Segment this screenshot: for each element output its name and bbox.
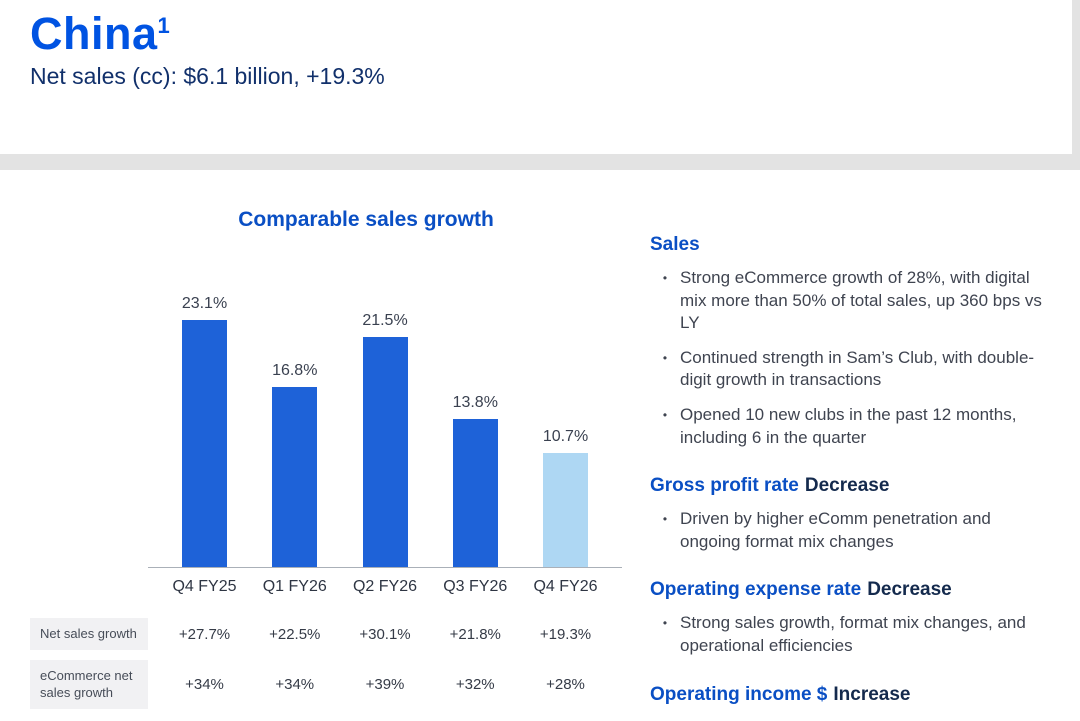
page-subtitle: Net sales (cc): $6.1 billion, +19.3%	[30, 63, 385, 90]
bar-column: 21.5%	[343, 312, 428, 567]
detail-section: Operating expense rate Decrease • Strong sa…	[650, 579, 1054, 657]
bar-column: 16.8%	[252, 362, 337, 567]
section-heading-text: Operating income $	[650, 683, 828, 705]
table-cell: +27.7%	[178, 625, 231, 643]
detail-section: Gross profit rate Decrease • Driven by high…	[650, 475, 1054, 553]
bar-plot-area: 23.1% 16.8% 21.5% 13.8% 10.7%	[148, 256, 622, 568]
bullet-item: • Strong sales growth, format mix changes…	[650, 612, 1054, 657]
bar	[543, 453, 588, 567]
section-heading-text: Gross profit rate	[650, 475, 799, 497]
bar-column: 23.1%	[162, 295, 247, 567]
bullet-item: • Continued strength in Sam’s Club, with …	[650, 347, 1054, 392]
page-title-footnote: 1	[157, 13, 171, 38]
table-cell: +19.3%	[539, 625, 592, 643]
bar	[452, 419, 498, 567]
commentary-panel: Sales • Strong eCommerce growth of 28%, wi…	[622, 200, 1054, 721]
bullet-marker: •	[662, 512, 668, 527]
page-title: China1	[30, 10, 1072, 57]
bullet-item: • Driven by higher eComm penetration and …	[650, 508, 1054, 553]
table-cell: +22.5%	[269, 625, 321, 643]
table-cell: +28%	[546, 676, 585, 693]
x-axis-labels: Q4 FY25 Q1 FY26 Q2 FY26 Q3 FY26 Q4 FY26	[148, 568, 622, 596]
bullet-text: Strong sales growth, format mix changes,…	[680, 613, 1026, 656]
bullet-list: • Strong sales growth, format mix changes…	[650, 612, 1054, 657]
bullet-list: • Driven by higher eComm penetration and …	[650, 508, 1054, 553]
bar-value-label: 10.7%	[542, 428, 589, 445]
bullet-marker: •	[662, 350, 668, 365]
bar	[362, 337, 408, 567]
table-cell: +32%	[455, 676, 495, 693]
bar-column: 10.7%	[523, 428, 608, 567]
detail-section: Sales • Strong eCommerce growth of 28%, wi…	[650, 234, 1054, 449]
table-row: eCommerce net sales growth +34% +34% +39% +3…	[30, 660, 622, 709]
bar	[182, 320, 227, 567]
section-heading: Sales	[650, 234, 1054, 256]
table-cell: +39%	[365, 676, 405, 693]
page-title-text: China	[30, 8, 158, 59]
bullet-item: • Strong eCommerce growth of 28%, with di…	[650, 267, 1054, 335]
x-axis-label: Q3 FY26	[443, 578, 508, 595]
x-axis-label: Q4 FY25	[172, 578, 237, 595]
section-heading: Operating expense rate Decrease	[650, 579, 1054, 601]
table-row-values: +34% +34% +39% +32% +28%	[148, 660, 622, 709]
bar	[272, 387, 318, 567]
section-heading: Operating income $ Increase	[650, 684, 1054, 706]
comparable-sales-chart-panel: Comparable sales growth 23.1% 16.8% 21.5% 1…	[30, 200, 622, 721]
bar-value-label: 23.1%	[181, 295, 228, 312]
slide-body: Comparable sales growth 23.1% 16.8% 21.5% 1…	[0, 170, 1080, 721]
bullet-text: Continued strength in Sam’s Club, with d…	[680, 347, 1035, 390]
x-axis-label: Q2 FY26	[352, 578, 418, 595]
axis-gutter	[30, 568, 148, 596]
x-axis: Q4 FY25 Q1 FY26 Q2 FY26 Q3 FY26 Q4 FY26	[30, 568, 622, 596]
bullet-marker: •	[662, 271, 668, 285]
table-row-label: eCommerce net sales growth	[30, 660, 148, 709]
growth-data-table: Net sales growth +27.7% +22.5% +30.1% +21.8%…	[30, 618, 622, 709]
bullet-text: Driven by higher eComm penetration and o…	[680, 509, 991, 551]
section-heading-suffix: Decrease	[867, 579, 952, 601]
bar-column: 13.8%	[433, 394, 518, 567]
section-heading-text: Operating expense rate	[650, 579, 862, 601]
table-cell: +34%	[275, 676, 315, 693]
table-cell: +21.8%	[449, 625, 501, 643]
bullet-text: Strong eCommerce growth of 28%, with dig…	[680, 268, 1042, 333]
bullet-marker: •	[662, 616, 668, 631]
bar-value-label: 21.5%	[362, 312, 408, 329]
bullet-list: • Strong eCommerce growth of 28%, with di…	[650, 267, 1054, 449]
section-heading: Gross profit rate Decrease	[650, 475, 1054, 497]
section-heading-suffix: Decrease	[804, 475, 890, 497]
bar-value-label: 16.8%	[272, 362, 318, 379]
table-row-values: +27.7% +22.5% +30.1% +21.8% +19.3%	[148, 618, 622, 650]
bullet-item: • Opened 10 new clubs in the past 12 mont…	[650, 404, 1054, 449]
section-heading-text: Sales	[650, 234, 700, 255]
section-heading-suffix: Increase	[833, 683, 911, 705]
chart-title: Comparable sales growth	[238, 208, 494, 231]
table-cell: +34%	[185, 676, 224, 693]
slide-header: China1 Net sales (cc): $6.1 billion, +19…	[0, 0, 1072, 154]
bullet-text: Opened 10 new clubs in the past 12 month…	[680, 405, 1017, 447]
bar-value-label: 13.8%	[452, 394, 498, 411]
bullet-marker: •	[662, 408, 668, 423]
x-axis-label: Q4 FY26	[533, 578, 598, 595]
chart-gutter	[30, 256, 148, 568]
table-row-label: Net sales growth	[30, 618, 148, 651]
table-row: Net sales growth +27.7% +22.5% +30.1% +21.8%…	[30, 618, 622, 651]
table-cell: +30.1%	[359, 625, 411, 643]
detail-section: Operating income $ Increase	[650, 684, 1054, 706]
bar-chart: 23.1% 16.8% 21.5% 13.8% 10.7%	[30, 256, 622, 568]
x-axis-label: Q1 FY26	[262, 578, 327, 595]
